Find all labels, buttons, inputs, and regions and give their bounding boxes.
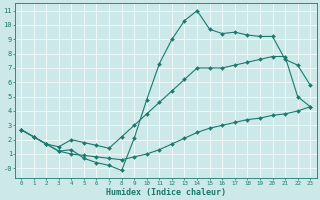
X-axis label: Humidex (Indice chaleur): Humidex (Indice chaleur) (106, 188, 226, 197)
